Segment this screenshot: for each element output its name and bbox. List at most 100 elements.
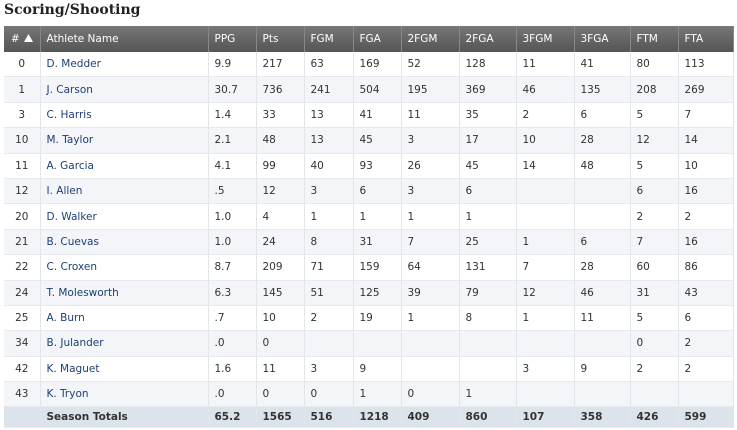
stat-cell: 5 bbox=[630, 153, 679, 179]
stat-cell: 6 bbox=[630, 178, 679, 205]
stat-cell: 8 bbox=[459, 305, 517, 332]
stat-cell: 41 bbox=[574, 52, 631, 78]
column-header[interactable]: FTM bbox=[630, 26, 679, 52]
stat-cell: 113 bbox=[678, 52, 734, 78]
column-header[interactable]: FGA bbox=[353, 26, 402, 52]
total-cell: 860 bbox=[459, 406, 517, 429]
athlete-name[interactable]: J. Carson bbox=[40, 76, 209, 103]
stat-cell bbox=[304, 330, 354, 357]
stat-cell: 12 bbox=[516, 280, 575, 306]
stat-cell: 13 bbox=[304, 127, 354, 154]
athlete-row: 3 C. Harris 1.4 33 13 41 11 35 2 6 5 7 bbox=[4, 102, 734, 129]
total-cell: 107 bbox=[516, 406, 575, 429]
column-header[interactable]: 2FGA bbox=[459, 26, 517, 52]
stat-cell: 11 bbox=[401, 102, 460, 129]
stat-cell: 93 bbox=[353, 153, 402, 179]
jersey-number: 22 bbox=[4, 254, 41, 281]
stat-cell bbox=[459, 356, 517, 383]
stat-cell: 195 bbox=[401, 76, 460, 103]
jersey-number: 24 bbox=[4, 280, 41, 306]
stat-cell: 1 bbox=[516, 305, 575, 332]
section-title: Scoring/Shooting bbox=[4, 2, 141, 18]
athlete-name[interactable]: I. Allen bbox=[40, 178, 209, 205]
stat-cell: 10 bbox=[516, 127, 575, 154]
stat-cell bbox=[574, 381, 631, 408]
athlete-name[interactable]: K. Maguet bbox=[40, 356, 209, 383]
column-header[interactable]: PPG bbox=[208, 26, 257, 52]
athlete-row: 1 J. Carson 30.7 736 241 504 195 369 46 135 208 269 bbox=[4, 76, 734, 103]
athlete-name[interactable]: C. Harris bbox=[40, 102, 209, 129]
stat-cell bbox=[516, 178, 575, 205]
stat-cell: 39 bbox=[401, 280, 460, 306]
column-header[interactable]: Pts bbox=[256, 26, 305, 52]
athlete-name[interactable]: M. Taylor bbox=[40, 127, 209, 154]
stat-cell: 6 bbox=[574, 229, 631, 256]
athlete-name[interactable]: D. Walker bbox=[40, 203, 209, 230]
stat-cell: 1.4 bbox=[208, 102, 257, 129]
stat-cell: 128 bbox=[459, 52, 517, 78]
stat-cell: 1.0 bbox=[208, 203, 257, 230]
total-cell: 516 bbox=[304, 406, 354, 429]
jersey-number: 21 bbox=[4, 229, 41, 256]
stat-cell: 135 bbox=[574, 76, 631, 103]
stat-cell: 1 bbox=[401, 305, 460, 332]
stat-cell: 125 bbox=[353, 280, 402, 306]
stat-cell: 63 bbox=[304, 52, 354, 78]
column-header[interactable]: FGM bbox=[304, 26, 354, 52]
stat-cell: 12 bbox=[630, 127, 679, 154]
stat-cell bbox=[574, 330, 631, 357]
empty-cell bbox=[4, 406, 41, 429]
column-header[interactable]: # bbox=[4, 26, 41, 52]
athlete-row: 22 C. Croxen 8.7 209 71 159 64 131 7 28 60 86 bbox=[4, 254, 734, 281]
stat-cell bbox=[401, 330, 460, 357]
stat-cell: 51 bbox=[304, 280, 354, 306]
athlete-name[interactable]: A. Garcia bbox=[40, 153, 209, 179]
athlete-name[interactable]: C. Croxen bbox=[40, 254, 209, 281]
stat-cell: 43 bbox=[678, 280, 734, 306]
stat-cell: 0 bbox=[256, 381, 305, 408]
total-cell: 1218 bbox=[353, 406, 402, 429]
stat-cell: .0 bbox=[208, 330, 257, 357]
total-cell: 358 bbox=[574, 406, 631, 429]
sort-icon bbox=[23, 34, 33, 42]
athlete-row: 42 K. Maguet 1.6 11 3 9 3 9 2 2 bbox=[4, 356, 734, 383]
stat-cell: 2.1 bbox=[208, 127, 257, 154]
stat-cell: 3 bbox=[516, 356, 575, 383]
total-cell: 426 bbox=[630, 406, 679, 429]
jersey-number: 11 bbox=[4, 153, 41, 179]
athlete-name[interactable]: A. Burn bbox=[40, 305, 209, 332]
column-header[interactable]: 3FGA bbox=[574, 26, 631, 52]
stat-cell: 6.3 bbox=[208, 280, 257, 306]
stat-cell bbox=[459, 330, 517, 357]
athlete-row: 0 D. Medder 9.9 217 63 169 52 128 11 41 80 113 bbox=[4, 52, 734, 78]
stat-cell bbox=[353, 330, 402, 357]
stat-cell: 1 bbox=[353, 203, 402, 230]
stat-cell bbox=[678, 381, 734, 408]
athlete-name[interactable]: K. Tryon bbox=[40, 381, 209, 408]
athlete-name[interactable]: D. Medder bbox=[40, 52, 209, 78]
stat-cell: .5 bbox=[208, 178, 257, 205]
stat-cell: 145 bbox=[256, 280, 305, 306]
stat-cell: 7 bbox=[630, 229, 679, 256]
stat-cell: 24 bbox=[256, 229, 305, 256]
athlete-name[interactable]: B. Julander bbox=[40, 330, 209, 357]
jersey-number: 12 bbox=[4, 178, 41, 205]
stat-cell: 0 bbox=[304, 381, 354, 408]
stat-cell: 1 bbox=[459, 381, 517, 408]
stats-table: # Athlete Name PPG Pts FGM FGA 2FGM 2FGA 3FGM 3FG… bbox=[4, 26, 734, 429]
stat-cell: 25 bbox=[459, 229, 517, 256]
stat-cell: 159 bbox=[353, 254, 402, 281]
column-header[interactable]: Athlete Name bbox=[40, 26, 209, 52]
column-header[interactable]: 3FGM bbox=[516, 26, 575, 52]
stat-cell: 10 bbox=[678, 153, 734, 179]
column-header[interactable]: FTA bbox=[678, 26, 734, 52]
column-header[interactable]: 2FGM bbox=[401, 26, 460, 52]
stat-cell: 369 bbox=[459, 76, 517, 103]
athlete-name[interactable]: B. Cuevas bbox=[40, 229, 209, 256]
stat-cell bbox=[630, 381, 679, 408]
stat-cell: 1 bbox=[304, 203, 354, 230]
athlete-name[interactable]: T. Molesworth bbox=[40, 280, 209, 306]
stat-cell: 1.6 bbox=[208, 356, 257, 383]
stat-cell: 33 bbox=[256, 102, 305, 129]
